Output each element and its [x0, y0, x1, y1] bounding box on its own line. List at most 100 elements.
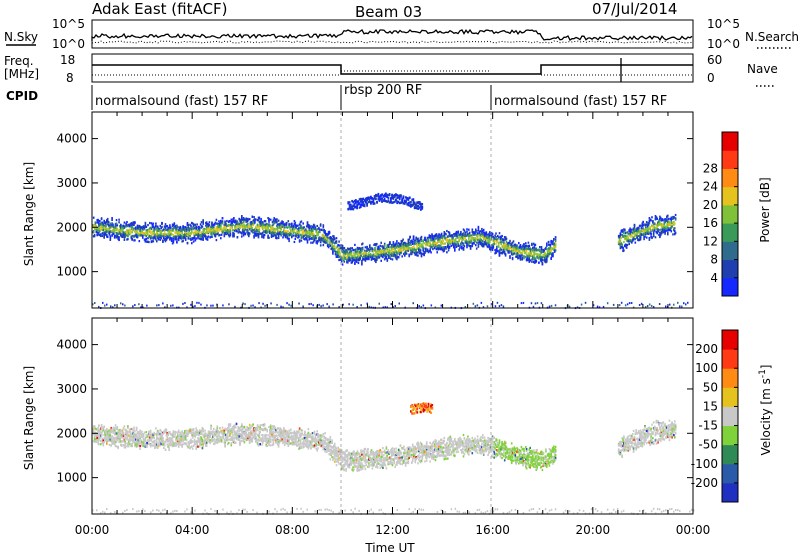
data-point — [201, 238, 203, 240]
data-point — [585, 302, 587, 304]
data-point — [677, 302, 679, 304]
data-point — [338, 241, 340, 243]
data-point — [456, 246, 458, 248]
data-point — [176, 238, 178, 240]
data-point — [517, 246, 519, 248]
data-point — [505, 253, 507, 255]
data-point — [99, 431, 101, 433]
data-point — [546, 243, 548, 245]
y-tick-label: 1000 — [56, 265, 87, 279]
data-point — [390, 258, 392, 260]
data-point — [410, 247, 412, 249]
data-point — [96, 441, 98, 443]
data-point — [625, 232, 627, 234]
data-point — [349, 256, 351, 258]
data-point — [316, 237, 318, 239]
data-point — [162, 240, 164, 242]
data-point — [522, 257, 524, 259]
data-point — [241, 222, 243, 224]
data-point — [401, 255, 403, 257]
data-point — [526, 245, 528, 247]
data-point — [115, 424, 117, 426]
data-point — [236, 230, 238, 232]
data-point — [369, 244, 371, 246]
data-point — [472, 229, 474, 231]
data-point — [631, 302, 633, 304]
data-point — [121, 233, 123, 235]
data-point — [427, 249, 429, 251]
data-point — [211, 222, 213, 224]
data-point — [153, 223, 155, 225]
data-point — [511, 248, 513, 250]
data-point — [623, 232, 625, 234]
data-point — [286, 222, 288, 224]
data-point — [399, 303, 401, 305]
data-point — [103, 229, 105, 231]
colorbar-tick-label: 8 — [710, 253, 718, 267]
data-point — [153, 240, 155, 242]
data-point — [373, 200, 375, 202]
data-point — [156, 304, 158, 306]
data-point — [496, 246, 498, 248]
nave-label: Nave — [747, 62, 778, 76]
data-point — [333, 235, 335, 237]
data-point — [249, 232, 251, 234]
data-point — [627, 244, 629, 246]
data-point — [482, 240, 484, 242]
data-point — [336, 240, 338, 242]
data-point — [495, 243, 497, 245]
data-point — [421, 203, 423, 205]
data-point — [193, 225, 195, 227]
power-ylabel: Slant Range [km] — [22, 162, 36, 266]
data-point — [421, 206, 423, 208]
data-point — [525, 242, 527, 244]
data-point — [245, 218, 247, 220]
data-point — [322, 305, 324, 307]
data-point — [546, 245, 548, 247]
data-point — [94, 234, 96, 236]
data-point — [458, 249, 460, 251]
data-point — [102, 235, 104, 237]
data-point — [501, 304, 503, 306]
data-point — [481, 228, 483, 230]
data-point — [122, 303, 124, 305]
data-point — [202, 223, 204, 225]
data-point — [195, 239, 197, 241]
data-point — [211, 232, 213, 234]
data-point — [127, 235, 129, 237]
data-point — [93, 217, 95, 219]
data-point — [433, 238, 435, 240]
data-point — [293, 226, 295, 228]
data-point — [675, 232, 677, 234]
data-point — [621, 237, 623, 239]
data-point — [360, 255, 362, 257]
data-point — [106, 230, 108, 232]
data-point — [310, 225, 312, 227]
power-frame — [92, 112, 693, 308]
data-point — [177, 226, 179, 228]
data-point — [174, 222, 176, 224]
data-point — [131, 235, 133, 237]
data-point — [138, 303, 140, 305]
data-point — [535, 244, 537, 246]
data-point — [240, 224, 242, 226]
data-point — [124, 222, 126, 224]
data-point — [237, 220, 239, 222]
data-point — [142, 235, 144, 237]
data-point — [465, 231, 467, 233]
data-point — [127, 431, 129, 433]
data-point — [344, 261, 346, 263]
data-point — [221, 234, 223, 236]
data-point — [473, 303, 475, 305]
data-point — [421, 236, 423, 238]
data-point — [546, 260, 548, 262]
colorbar-segment — [722, 132, 738, 151]
data-point — [638, 227, 640, 229]
data-point — [149, 222, 151, 224]
data-point — [110, 427, 112, 429]
data-point — [683, 302, 685, 304]
data-point — [460, 233, 462, 235]
data-point — [93, 231, 95, 233]
data-point — [145, 240, 147, 242]
data-point — [277, 224, 279, 226]
